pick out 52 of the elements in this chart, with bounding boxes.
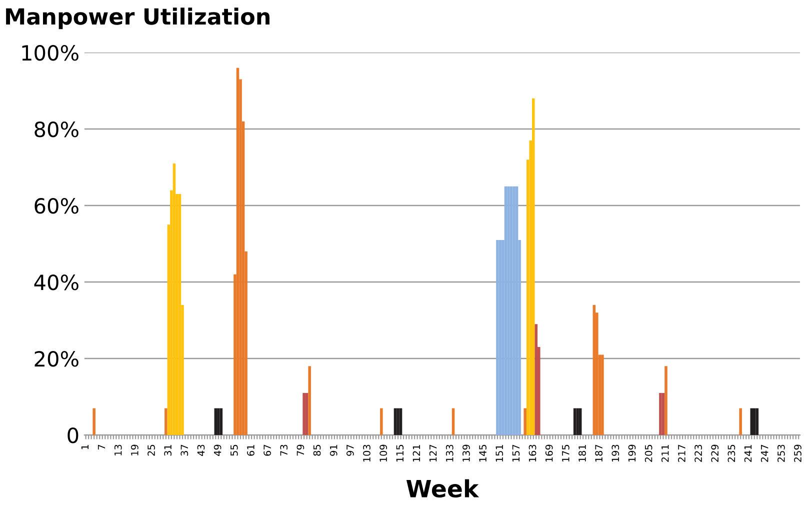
x-tick-label: 199 bbox=[628, 444, 636, 462]
x-tick-label: 109 bbox=[380, 444, 388, 462]
x-axis-title: Week bbox=[406, 479, 480, 498]
x-tick-label: 115 bbox=[396, 444, 404, 462]
y-tick-label: 100% bbox=[22, 44, 78, 61]
x-tick-label: 133 bbox=[446, 444, 454, 462]
x-tick-label: 1 bbox=[81, 444, 88, 450]
x-tick-label: 139 bbox=[462, 444, 470, 462]
chart-title: Manpower Utilization bbox=[6, 8, 270, 30]
x-tick-label: 49 bbox=[214, 444, 222, 456]
x-tick-label: 31 bbox=[164, 444, 172, 456]
x-tick-label: 25 bbox=[148, 444, 155, 456]
x-tick-label: 103 bbox=[363, 444, 370, 462]
x-tick-label: 259 bbox=[794, 444, 802, 462]
x-tick-label: 181 bbox=[578, 444, 586, 462]
x-tick-label: 187 bbox=[595, 444, 602, 462]
x-tick-label: 247 bbox=[760, 444, 768, 462]
x-tick-label: 79 bbox=[296, 444, 304, 456]
x-tick-label: 37 bbox=[180, 444, 188, 456]
x-tick-label: 193 bbox=[612, 444, 620, 462]
x-tick-label: 169 bbox=[545, 444, 553, 462]
y-tick-label: 40% bbox=[34, 274, 78, 290]
y-tick-label: 20% bbox=[34, 350, 78, 367]
x-tick-label: 127 bbox=[429, 444, 437, 462]
x-tick-label: 217 bbox=[678, 444, 686, 462]
x-tick-label: 229 bbox=[711, 444, 719, 462]
x-tick-label: 235 bbox=[728, 444, 736, 462]
x-tick-label: 157 bbox=[512, 444, 520, 462]
y-tick-label: 60% bbox=[34, 198, 78, 214]
x-tick-label: 43 bbox=[197, 444, 205, 456]
x-tick-label: 97 bbox=[346, 444, 354, 456]
x-tick-label: 19 bbox=[131, 444, 138, 456]
x-tick-label: 145 bbox=[479, 444, 486, 462]
x-tick-label: 67 bbox=[264, 444, 271, 456]
x-tick-label: 91 bbox=[330, 444, 338, 456]
x-tick-label: 151 bbox=[496, 444, 504, 462]
x-tick-label: 61 bbox=[247, 444, 254, 456]
x-tick-label: 205 bbox=[644, 444, 652, 462]
x-tick-label: 223 bbox=[694, 444, 702, 462]
y-tick-label: 0 bbox=[68, 427, 78, 444]
x-tick-label: 13 bbox=[114, 444, 122, 456]
x-tick-label: 211 bbox=[661, 444, 669, 462]
x-tick-label: 85 bbox=[313, 444, 321, 456]
x-tick-label: 73 bbox=[280, 444, 288, 456]
y-tick-label: 80% bbox=[34, 121, 78, 138]
x-tick-label: 163 bbox=[528, 444, 536, 462]
x-tick-label: 7 bbox=[98, 444, 106, 450]
x-tick-label: 55 bbox=[230, 444, 238, 456]
x-tick-label: 121 bbox=[412, 444, 420, 462]
x-tick-label: 241 bbox=[744, 444, 752, 462]
x-tick-label: 175 bbox=[562, 444, 570, 462]
x-tick-label: 253 bbox=[777, 444, 785, 462]
